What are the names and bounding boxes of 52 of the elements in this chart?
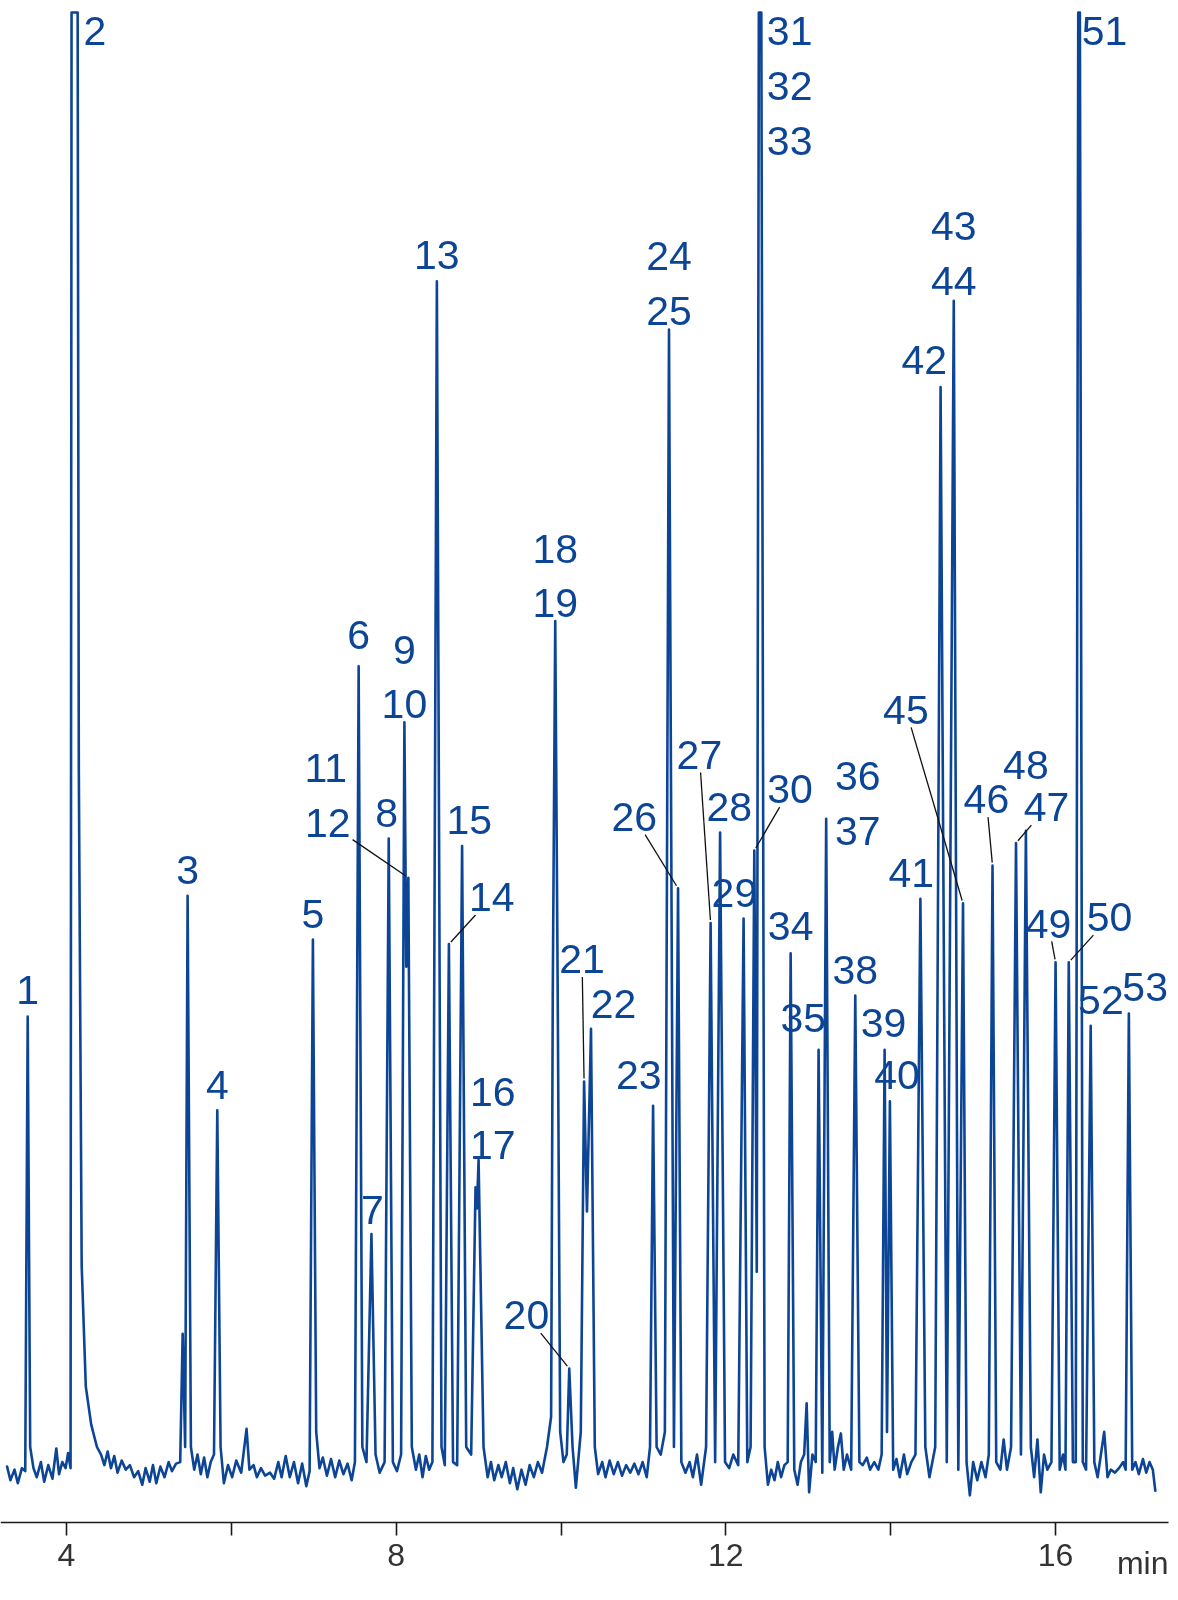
annotation: 38 xyxy=(832,947,879,994)
annotation: 12 xyxy=(304,799,351,846)
annotation: 23 xyxy=(616,1052,662,1099)
annotation: 18 xyxy=(532,525,579,572)
annotation: 28 xyxy=(706,783,753,830)
x-axis-title: min xyxy=(1116,1544,1169,1581)
annotation: 27 xyxy=(676,731,723,778)
annotation: 21 xyxy=(559,936,605,983)
annotation: 9 xyxy=(392,626,416,673)
annotation: 44 xyxy=(930,257,977,304)
annotation: 13 xyxy=(414,231,460,278)
x-tick-label: 12 xyxy=(708,1536,744,1573)
annotation: 25 xyxy=(646,288,692,335)
annotation: 46 xyxy=(963,776,1010,823)
annotation: 2 xyxy=(83,7,107,54)
annotation: 34 xyxy=(767,902,814,949)
annotation: 16 xyxy=(470,1069,516,1116)
annotation: 24 xyxy=(646,233,692,280)
annotation: 17 xyxy=(470,1121,516,1168)
annotation: 45 xyxy=(883,686,929,733)
annotation: 53 xyxy=(1122,964,1168,1011)
annotation: 6 xyxy=(347,611,371,658)
annotation: 32 xyxy=(766,62,813,109)
annotation: 33 xyxy=(766,118,813,165)
x-tick-label: 4 xyxy=(57,1536,76,1573)
annotation: 39 xyxy=(860,1000,907,1047)
annotation: 10 xyxy=(381,680,428,727)
x-tick-label: 8 xyxy=(387,1536,406,1573)
annotation: 50 xyxy=(1086,894,1133,941)
annotation: 15 xyxy=(446,796,493,843)
annotation: 31 xyxy=(766,7,813,54)
annotation: 37 xyxy=(835,808,881,855)
annotation: 30 xyxy=(767,766,813,813)
annotation: 11 xyxy=(304,744,348,791)
annotation: 19 xyxy=(532,579,579,626)
annotation: 22 xyxy=(590,981,637,1028)
annotation: 36 xyxy=(835,753,881,799)
annotation: 4 xyxy=(205,1061,229,1108)
annotation: 20 xyxy=(503,1292,550,1339)
annotation: 3 xyxy=(176,847,200,894)
annotation: 43 xyxy=(930,203,977,250)
x-tick-label: 16 xyxy=(1037,1536,1074,1573)
annotation: 47 xyxy=(1023,784,1070,831)
annotation: 26 xyxy=(611,793,657,840)
annotation: 5 xyxy=(301,891,325,938)
annotation: 8 xyxy=(375,789,399,836)
annotation: 41 xyxy=(888,850,935,897)
annotation: 14 xyxy=(468,874,515,921)
annotation: 1 xyxy=(16,967,40,1014)
annotation: 42 xyxy=(901,337,948,384)
annotation: 51 xyxy=(1081,7,1128,54)
annotation: 7 xyxy=(361,1186,384,1233)
